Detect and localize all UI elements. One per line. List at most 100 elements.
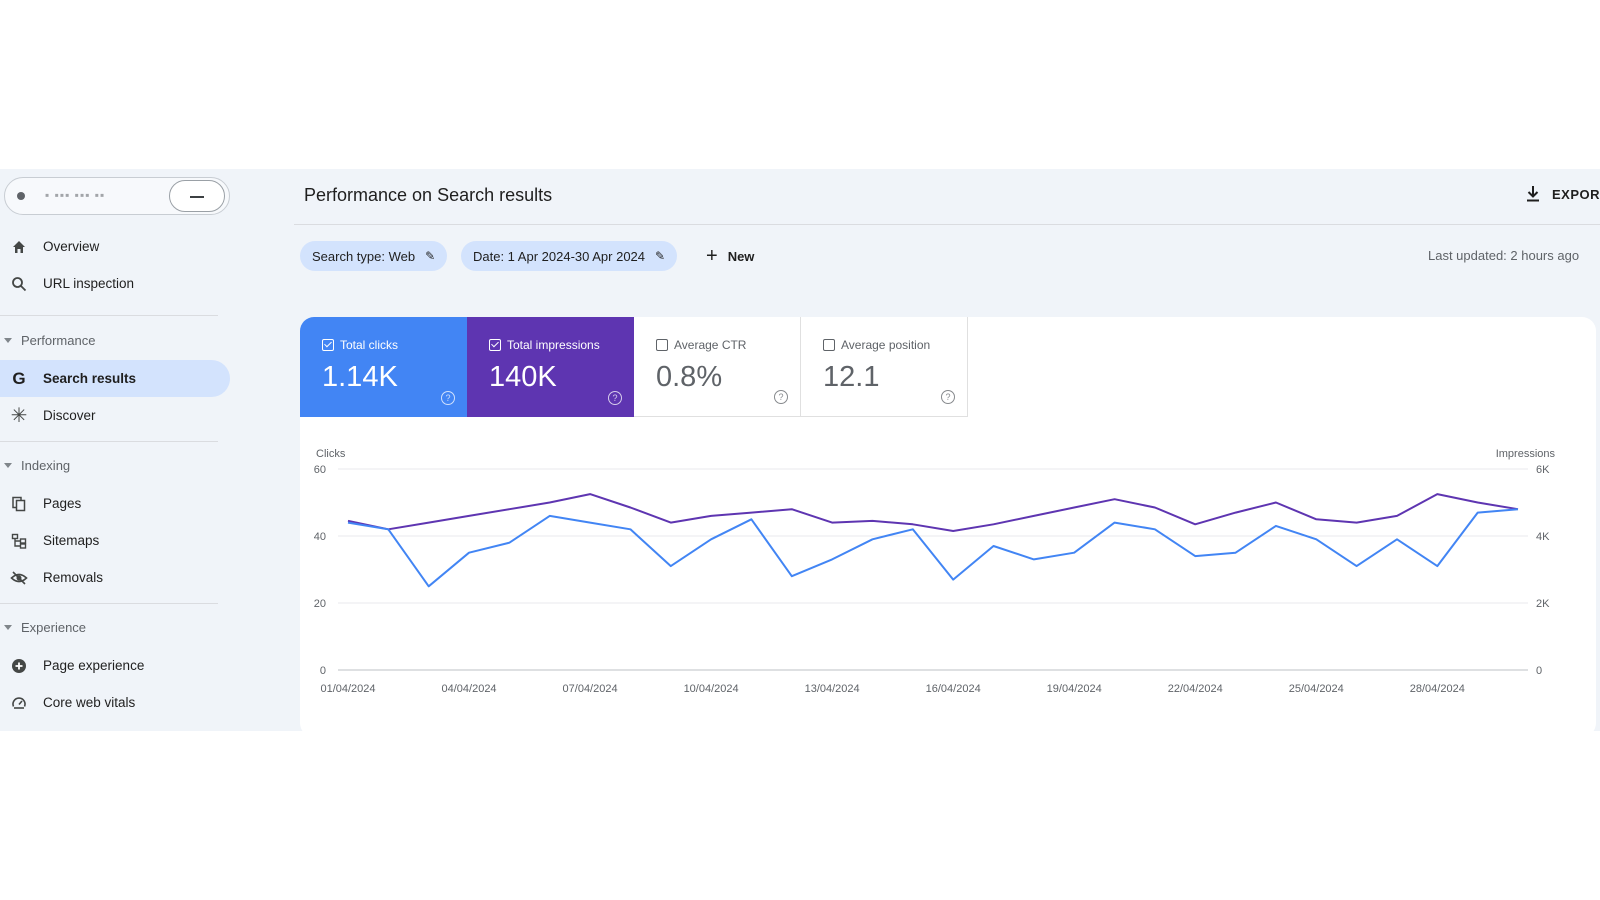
section-label: Performance [21,332,96,348]
x-tick-label: 16/04/2024 [926,683,981,695]
eye-off-icon [9,568,29,588]
help-icon[interactable]: ? [608,391,622,405]
y-axis-left-title: Clicks [316,448,346,460]
edit-pencil-icon: ✎ [425,249,436,263]
plus-icon: + [706,244,718,267]
y-tick-label-right: 0 [1536,665,1542,677]
x-tick-label: 22/04/2024 [1168,683,1223,695]
new-filter-label: New [727,248,755,264]
gauge-icon [9,693,29,713]
header-divider [294,224,1600,225]
x-tick-label: 13/04/2024 [805,683,860,695]
metric-value: 0.8% [656,361,723,393]
plus-circle-icon [9,656,29,676]
sidebar-item-core-web-vitals[interactable]: Core web vitals [0,684,230,721]
section-performance[interactable]: Performance [0,328,95,352]
sidebar-item-discover[interactable]: ✳ Discover [0,397,230,434]
caret-down-icon [4,337,12,343]
date-filter-chip[interactable]: Date: 1 Apr 2024-30 Apr 2024 ✎ [461,241,678,271]
sidebar-item-page-experience[interactable]: Page experience [0,647,230,684]
sidebar-item-url-inspection[interactable]: URL inspection [0,265,230,302]
help-icon[interactable]: ? [441,391,455,405]
export-button[interactable]: EXPORT [1526,185,1600,203]
metric-label: Total clicks [340,338,399,352]
sidebar-item-search-results[interactable]: G Search results [0,360,230,397]
section-experience[interactable]: Experience [0,615,86,639]
metric-value: 1.14K [322,361,398,393]
search-icon [9,274,29,294]
divider [0,441,218,442]
sidebar-item-sitemaps[interactable]: Sitemaps [0,522,230,559]
last-updated-text: Last updated: 2 hours ago [1428,248,1580,263]
metric-value: 140K [489,361,557,393]
section-indexing[interactable]: Indexing [0,453,70,477]
metric-total-clicks[interactable]: Total clicks 1.14K ? [300,317,467,417]
sidebar-item-label: Page experience [43,658,145,673]
metric-label: Average CTR [674,338,747,352]
caret-down-icon [4,462,12,468]
divider [0,603,218,604]
x-tick-label: 25/04/2024 [1289,683,1344,695]
sidebar-item-label: Discover [43,408,96,423]
metric-value: 12.1 [823,361,880,393]
y-tick-label-left: 60 [314,464,326,476]
y-tick-label-left: 40 [314,531,326,543]
edit-pencil-icon: ✎ [655,249,666,263]
y-tick-label-right: 4K [1536,531,1550,543]
metric-total-impressions[interactable]: Total impressions 140K ? [467,317,634,417]
sitemap-icon [9,531,29,551]
sidebar-item-removals[interactable]: Removals [0,559,230,596]
metric-average-position[interactable]: Average position 12.1 ? [801,317,968,417]
search-console-app: ▪ ▪▪▪ ▪▪▪ ▪▪ Overview URL inspection Per… [0,169,1600,731]
pages-icon [9,494,29,514]
export-label: EXPORT [1552,186,1600,202]
property-selector[interactable]: ▪ ▪▪▪ ▪▪▪ ▪▪ [4,177,230,215]
divider [0,315,218,316]
y-axis-right-title: Impressions [1496,448,1556,460]
help-icon[interactable]: ? [774,390,788,404]
section-label: Experience [21,619,87,635]
asterisk-icon: ✳ [10,405,28,427]
search-type-filter-chip[interactable]: Search type: Web ✎ [300,241,448,271]
sidebar-item-pages[interactable]: Pages [0,485,230,522]
property-name-redacted: ▪ ▪▪▪ ▪▪▪ ▪▪ [45,188,106,202]
chart-svg: Clicks Impressions 0 0 20 2K 40 4K 60 6K 01/04/202… [314,448,1556,695]
sidebar-item-label: URL inspection [43,276,135,291]
download-icon [1526,185,1540,203]
property-dropdown-button[interactable] [169,180,225,212]
y-tick-label-left: 0 [320,665,326,677]
x-tick-label: 04/04/2024 [442,683,497,695]
chip-label: Date: 1 Apr 2024-30 Apr 2024 [473,248,646,264]
chip-label: Search type: Web [312,248,416,264]
performance-chart: Clicks Impressions 0 0 20 2K 40 4K 60 6K 01/04/202… [300,432,1596,731]
checkbox-checked-icon[interactable] [322,339,334,351]
y-tick-label-right: 2K [1536,598,1550,610]
new-filter-button[interactable]: + New [706,241,754,271]
x-tick-label: 19/04/2024 [1047,683,1102,695]
sidebar-item-label: Core web vitals [43,695,136,710]
y-tick-label-left: 20 [314,598,326,610]
x-tick-label: 07/04/2024 [563,683,618,695]
metric-label: Average position [841,338,931,352]
google-g-icon: G [12,368,26,388]
page-title: Performance on Search results [304,185,553,205]
metric-label: Total impressions [507,338,600,352]
checkbox-checked-icon[interactable] [489,339,501,351]
sidebar: ▪ ▪▪▪ ▪▪▪ ▪▪ Overview URL inspection Per… [0,169,240,731]
sidebar-item-label: Overview [43,239,100,254]
help-icon[interactable]: ? [941,390,955,404]
sidebar-item-label: Pages [43,496,82,511]
x-tick-label: 01/04/2024 [320,683,375,695]
checkbox-unchecked-icon[interactable] [656,339,668,351]
home-icon [9,237,29,257]
y-tick-label-right: 6K [1536,464,1550,476]
series-line-impressions [347,493,1519,532]
sidebar-item-label: Sitemaps [43,533,100,548]
x-tick-label: 10/04/2024 [684,683,739,695]
sidebar-item-overview[interactable]: Overview [0,228,230,265]
metric-average-ctr[interactable]: Average CTR 0.8% ? [634,317,801,417]
section-label: Indexing [21,457,71,473]
checkbox-unchecked-icon[interactable] [823,339,835,351]
series-line-clicks [347,508,1519,588]
x-tick-label: 28/04/2024 [1410,683,1465,695]
